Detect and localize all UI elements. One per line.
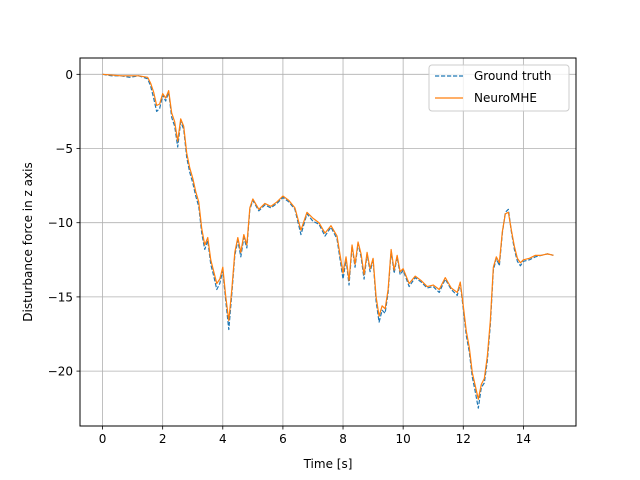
series-line-neuromhe bbox=[102, 73, 554, 400]
series-line-ground-truth bbox=[102, 73, 554, 409]
x-tick-label: 8 bbox=[339, 432, 347, 446]
x-tick-label: 14 bbox=[516, 432, 531, 446]
x-axis-label: Time [s] bbox=[303, 457, 353, 471]
x-tick-label: 0 bbox=[99, 432, 107, 446]
series-lines bbox=[102, 73, 554, 409]
x-tick-label: 12 bbox=[456, 432, 471, 446]
y-tick-label: −15 bbox=[48, 290, 73, 304]
legend-box bbox=[428, 64, 570, 112]
x-tick-label: 2 bbox=[159, 432, 167, 446]
y-tick-label: −10 bbox=[48, 216, 73, 230]
legend-label-ground-truth: Ground truth bbox=[474, 69, 552, 83]
y-tick-label: 0 bbox=[65, 68, 73, 82]
legend-label-neuromhe: NeuroMHE bbox=[474, 91, 537, 105]
legend: Ground truth NeuroMHE bbox=[428, 64, 570, 112]
grid-lines bbox=[80, 58, 576, 426]
x-tick-label: 6 bbox=[279, 432, 287, 446]
x-tick-label: 10 bbox=[396, 432, 411, 446]
y-tick-label: −20 bbox=[48, 365, 73, 379]
axis-ticks: 0 2 4 6 8 10 12 14 0 −5 −10 −15 −20 bbox=[48, 68, 531, 446]
plot-frame bbox=[79, 57, 577, 427]
y-axis-label: Disturbance force in z axis bbox=[21, 162, 35, 321]
x-tick-label: 4 bbox=[219, 432, 227, 446]
y-tick-label: −5 bbox=[55, 142, 73, 156]
